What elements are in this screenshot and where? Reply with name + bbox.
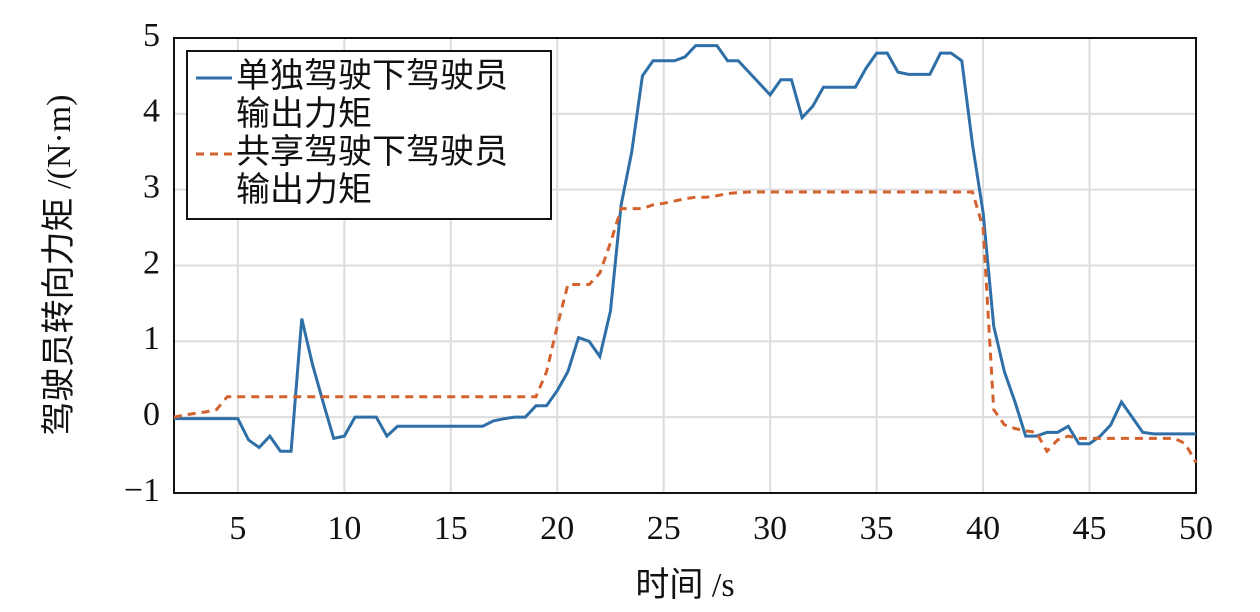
plot-frame (173, 37, 1197, 494)
x-axis-label: 时间 /s (635, 567, 734, 604)
legend-entry: 共享驾驶下驾驶员输出力矩 (188, 134, 536, 210)
x-tick-label: 40 (966, 510, 1000, 547)
y-axis-label: 驾驶员转向力矩 /(N·m) (40, 95, 78, 436)
x-tick-label: 45 (1073, 510, 1107, 547)
legend-label: 单独驾驶下驾驶员输出力矩 (236, 58, 508, 133)
y-tick-label: 4 (143, 93, 160, 130)
x-tick-label: 30 (753, 510, 787, 547)
legend: 单独驾驶下驾驶员输出力矩 共享驾驶下驾驶员输出力矩 (186, 50, 552, 220)
legend-label: 共享驾驶下驾驶员输出力矩 (236, 134, 508, 209)
y-tick-label: 0 (143, 396, 160, 433)
y-tick-label: 1 (143, 320, 160, 357)
y-tick-label: 3 (143, 168, 160, 205)
x-tick-label: 25 (647, 510, 681, 547)
data-line (173, 190, 1198, 464)
x-tick-label: 5 (229, 510, 246, 547)
x-tick-label: 50 (1179, 510, 1213, 547)
y-tick-label: 5 (143, 17, 160, 54)
legend-entry: 单独驾驶下驾驶员输出力矩 (188, 58, 536, 134)
data-line (174, 44, 1196, 453)
x-tick-label: 35 (860, 510, 894, 547)
y-tick-label: 2 (143, 244, 160, 281)
x-tick-label: 20 (540, 510, 574, 547)
legend-swatch (196, 152, 232, 156)
y-tick-label: −1 (124, 472, 160, 509)
x-tick-label: 15 (434, 510, 468, 547)
legend-swatch (196, 76, 232, 80)
x-tick-label: 10 (327, 510, 361, 547)
